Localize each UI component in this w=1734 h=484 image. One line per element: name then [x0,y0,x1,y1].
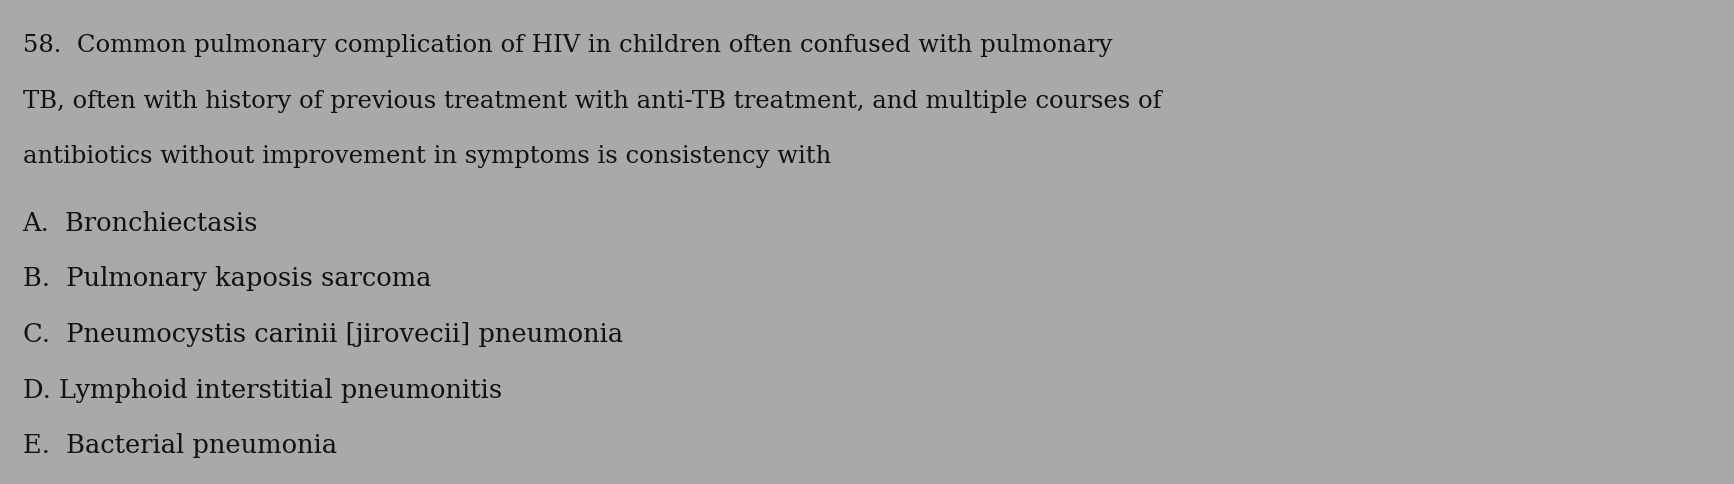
Text: E.  Bacterial pneumonia: E. Bacterial pneumonia [23,433,336,458]
Text: TB, often with history of previous treatment with anti-TB treatment, and multipl: TB, often with history of previous treat… [23,90,1162,113]
Text: A.  Bronchiectasis: A. Bronchiectasis [23,211,258,236]
Text: antibiotics without improvement in symptoms is consistency with: antibiotics without improvement in sympt… [23,145,831,168]
Text: B.  Pulmonary kaposis sarcoma: B. Pulmonary kaposis sarcoma [23,266,432,291]
Text: D. Lymphoid interstitial pneumonitis: D. Lymphoid interstitial pneumonitis [23,378,501,403]
Text: C.  Pneumocystis carinii [jirovecii] pneumonia: C. Pneumocystis carinii [jirovecii] pneu… [23,322,623,347]
Text: 58.  Common pulmonary complication of HIV in children often confused with pulmon: 58. Common pulmonary complication of HIV… [23,34,1111,57]
